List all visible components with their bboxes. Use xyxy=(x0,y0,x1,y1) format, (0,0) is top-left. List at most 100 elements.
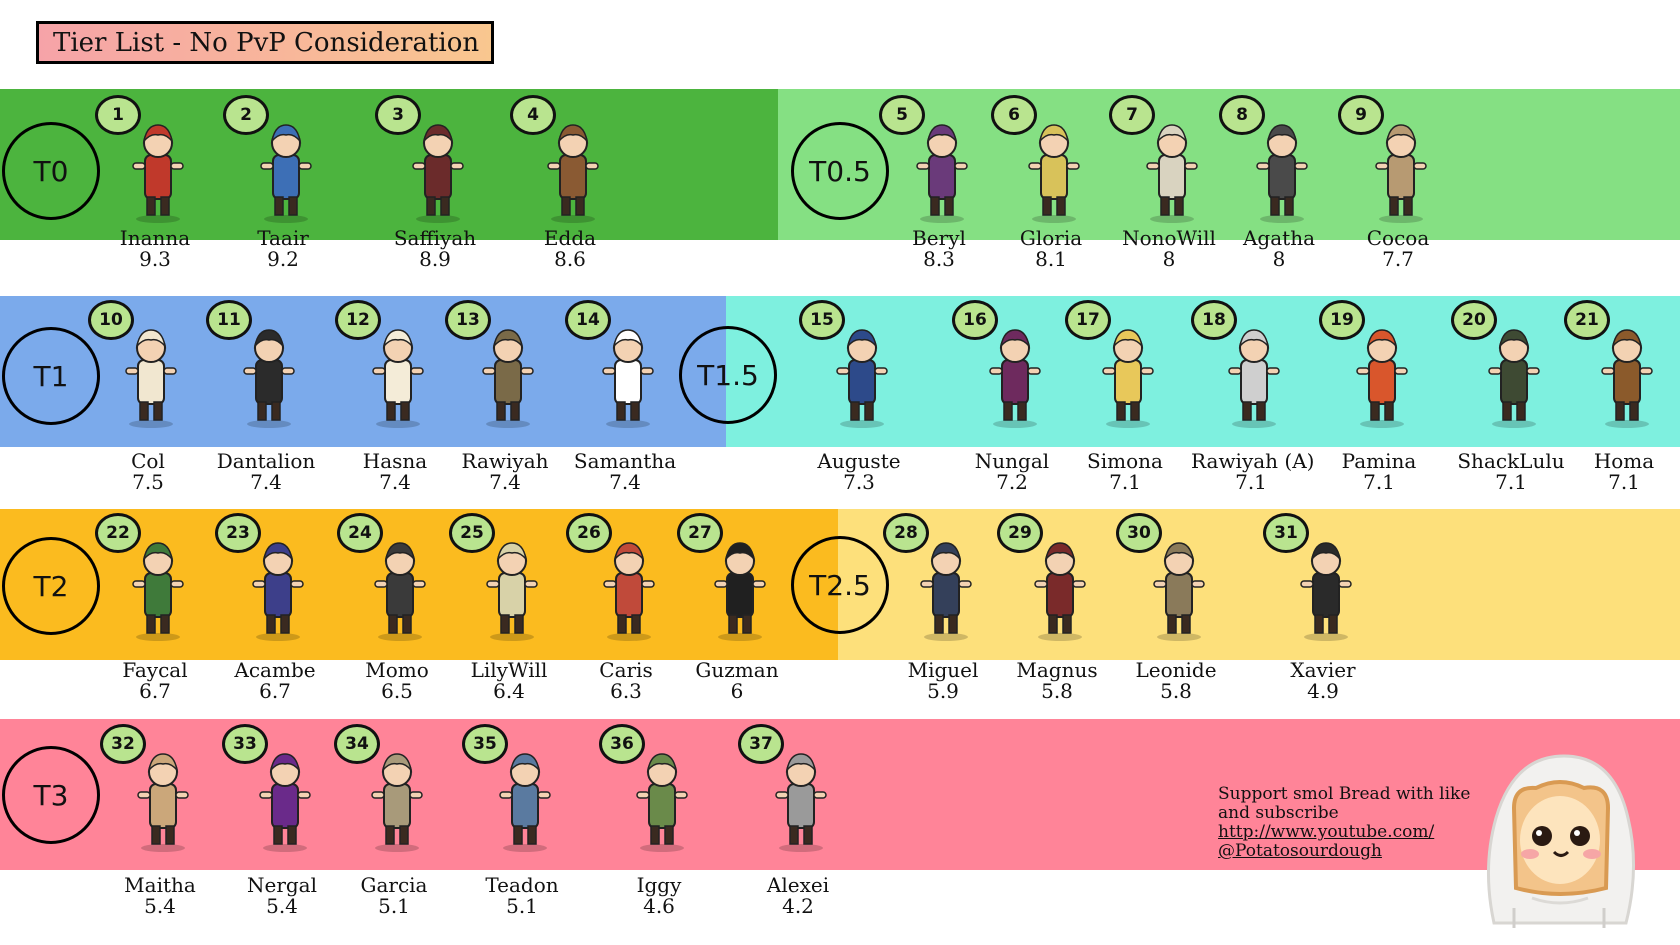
rank-badge: 15 xyxy=(799,300,845,340)
character-sprite xyxy=(486,542,538,641)
character-sprite xyxy=(482,329,534,428)
character-name: Alexei xyxy=(766,873,830,897)
character-score: 7.3 xyxy=(843,470,875,494)
tier-label-t0-5: T0.5 xyxy=(791,122,889,220)
rank-badge: 10 xyxy=(88,300,134,340)
character-name: Col xyxy=(131,449,165,473)
character-score: 5.4 xyxy=(266,894,298,918)
tier-label-t1-5: T1.5 xyxy=(679,326,777,424)
character-score: 8.1 xyxy=(1035,247,1067,271)
rank-badge: 8 xyxy=(1219,95,1265,135)
rank-badge: 35 xyxy=(462,724,508,764)
rank-badge: 37 xyxy=(738,724,784,764)
character-name: Caris xyxy=(599,658,653,682)
rank-badge: 1 xyxy=(95,95,141,135)
character-score: 8 xyxy=(1162,247,1176,271)
character-score: 8.3 xyxy=(923,247,955,271)
youtube-link[interactable]: http://www.youtube.com/ xyxy=(1218,822,1435,842)
character-sprite xyxy=(499,753,551,852)
character-sprite xyxy=(1034,542,1086,641)
character-sprite xyxy=(775,753,827,852)
rank-badge: 19 xyxy=(1319,300,1365,340)
character-score: 7.2 xyxy=(996,470,1028,494)
character-score: 7.1 xyxy=(1109,470,1141,494)
character-sprite xyxy=(1256,124,1308,223)
character-score: 7.4 xyxy=(250,470,282,494)
character-name: Acambe xyxy=(234,658,316,682)
character-score: 7.4 xyxy=(489,470,521,494)
character-score: 5.4 xyxy=(144,894,176,918)
character-sprite xyxy=(1228,329,1280,428)
character-score: 7.1 xyxy=(1495,470,1527,494)
rank-badge: 14 xyxy=(565,300,611,340)
rank-badge: 11 xyxy=(206,300,252,340)
band-t2-5 xyxy=(838,509,1680,660)
character-sprite xyxy=(1601,329,1653,428)
character-sprite xyxy=(372,329,424,428)
rank-badge: 23 xyxy=(215,513,261,553)
character-sprite xyxy=(412,124,464,223)
character-sprite xyxy=(714,542,766,641)
character-score: 5.1 xyxy=(378,894,410,918)
channel-handle-link[interactable]: @Potatosourdough xyxy=(1218,841,1382,861)
character-sprite xyxy=(547,124,599,223)
character-name: Beryl xyxy=(912,226,966,250)
bread-mascot-image xyxy=(1486,754,1636,928)
character-score: 4.6 xyxy=(643,894,675,918)
rank-badge: 4 xyxy=(510,95,556,135)
character-name: NonoWill xyxy=(1122,226,1216,250)
rank-badge: 17 xyxy=(1065,300,1111,340)
tier-list-title: Tier List - No PvP Consideration xyxy=(36,21,494,64)
rank-badge: 2 xyxy=(223,95,269,135)
tier-label-t3: T3 xyxy=(2,746,100,844)
character-sprite xyxy=(125,329,177,428)
character-sprite xyxy=(1102,329,1154,428)
character-sprite xyxy=(1375,124,1427,223)
rank-badge: 28 xyxy=(883,513,929,553)
character-name: Rawiyah xyxy=(461,449,549,473)
character-name: Maitha xyxy=(124,873,196,897)
character-name: ShackLulu xyxy=(1457,449,1565,473)
character-name: Nungal xyxy=(974,449,1050,473)
character-score: 5.9 xyxy=(927,679,959,703)
character-score: 8.9 xyxy=(419,247,451,271)
character-sprite xyxy=(1028,124,1080,223)
character-name: Teadon xyxy=(485,873,559,897)
character-score: 6 xyxy=(730,679,744,703)
rank-badge: 9 xyxy=(1338,95,1384,135)
character-name: Cocoa xyxy=(1366,226,1430,250)
tier-label-t2: T2 xyxy=(2,537,100,635)
character-score: 7.4 xyxy=(379,470,411,494)
character-score: 7.4 xyxy=(609,470,641,494)
character-score: 9.3 xyxy=(139,247,171,271)
character-sprite xyxy=(259,753,311,852)
rank-badge: 16 xyxy=(952,300,998,340)
character-name: Taair xyxy=(257,226,309,250)
rank-badge: 36 xyxy=(599,724,645,764)
rank-badge: 26 xyxy=(566,513,612,553)
character-sprite xyxy=(989,329,1041,428)
character-sprite xyxy=(920,542,972,641)
support-line-1: Support smol Bread with like xyxy=(1218,784,1471,804)
character-sprite xyxy=(1146,124,1198,223)
character-sprite xyxy=(836,329,888,428)
tier-label-t1: T1 xyxy=(2,327,100,425)
rank-badge: 21 xyxy=(1564,300,1610,340)
character-name: Gloria xyxy=(1019,226,1083,250)
character-name: Nergal xyxy=(246,873,318,897)
rank-badge: 33 xyxy=(222,724,268,764)
character-score: 5.1 xyxy=(506,894,538,918)
rank-badge: 6 xyxy=(991,95,1037,135)
character-score: 6.4 xyxy=(493,679,525,703)
character-sprite xyxy=(1356,329,1408,428)
rank-badge: 32 xyxy=(100,724,146,764)
character-sprite xyxy=(1488,329,1540,428)
character-name: Dantalion xyxy=(216,449,316,473)
character-sprite xyxy=(132,542,184,641)
character-score: 7.7 xyxy=(1382,247,1414,271)
character-sprite xyxy=(252,542,304,641)
rank-badge: 7 xyxy=(1109,95,1155,135)
character-score: 7.5 xyxy=(132,470,164,494)
character-name: Garcia xyxy=(360,873,428,897)
character-score: 6.3 xyxy=(610,679,642,703)
